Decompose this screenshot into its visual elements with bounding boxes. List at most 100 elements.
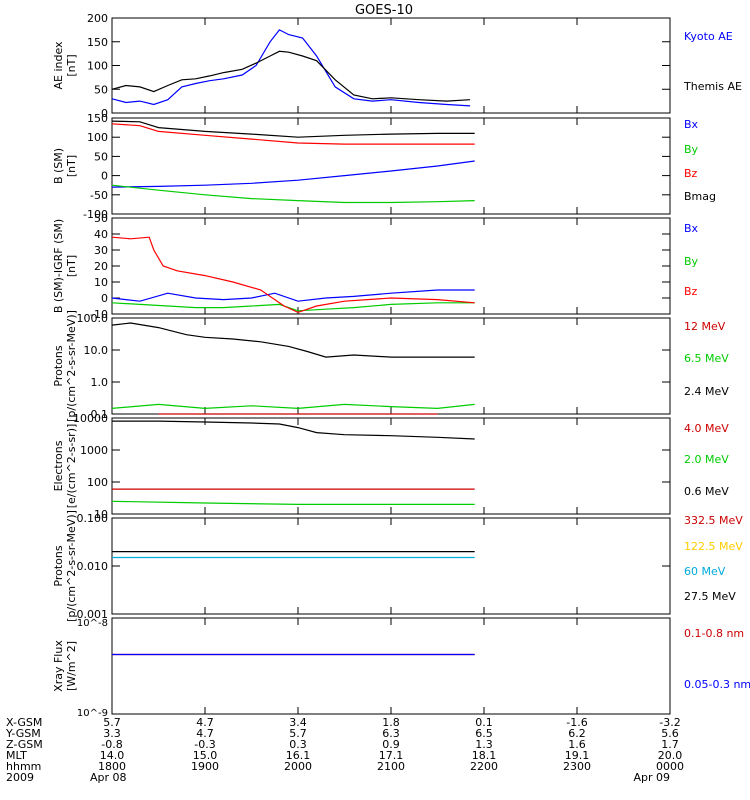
series-line-bx xyxy=(111,289,475,302)
panel-2: -100 -50 0 50 100 150 B (SM) [nT] Bx By Bz Bmag xyxy=(52,112,716,221)
ephemeris-value: 15.0 xyxy=(193,749,218,762)
ephemeris-value: Apr 08 xyxy=(90,771,127,784)
y-tick-label: 50 xyxy=(94,83,108,96)
ephemeris-value: 3.3 xyxy=(103,727,121,740)
ephemeris-value: 2100 xyxy=(377,760,405,773)
ephemeris-value: 1.7 xyxy=(661,738,679,751)
y-tick-label: 30 xyxy=(94,244,108,257)
panel-7: 10^-8 10^-9 Xray Flux [W/m^2] 0.1-0.8 nm 0.05… xyxy=(52,617,750,719)
y-axis-label: Electrons xyxy=(52,440,65,491)
y-axis-unit: [W/m^2] xyxy=(65,641,78,691)
y-axis-label: Xray Flux xyxy=(52,640,65,692)
y-axis-unit: [p/(cm^2-s-sr-MeV)] xyxy=(65,510,78,622)
y-tick-label: 0 xyxy=(101,292,108,305)
ephemeris-value: 1.6 xyxy=(568,738,586,751)
y-tick-label: 20 xyxy=(94,260,108,273)
legend-entry: 2.4 MeV xyxy=(684,385,729,398)
legend-entry: 27.5 MeV xyxy=(684,590,736,603)
y-tick-label: 10 xyxy=(94,508,108,521)
ephemeris-value: 0000 xyxy=(656,760,684,773)
legend-entry: Themis AE xyxy=(683,80,742,93)
y-axis-unit: [nT] xyxy=(65,54,78,76)
ephemeris-value: 4.7 xyxy=(196,727,214,740)
panel-frame xyxy=(111,17,671,114)
legend-entry: 332.5 MeV xyxy=(684,514,743,527)
panel-frame xyxy=(111,117,671,215)
y-axis-label: AE index xyxy=(52,41,65,90)
figure-title: GOES-10 xyxy=(355,3,413,18)
series-line-themis-ae xyxy=(111,50,471,102)
ephemeris-value: 1.8 xyxy=(382,716,400,729)
legend-entry: By xyxy=(684,143,699,156)
y-tick-label: -50 xyxy=(90,189,108,202)
y-tick-label: 0.010 xyxy=(77,560,109,573)
y-tick-label: 100.0 xyxy=(77,312,109,325)
ephemeris-value: 0.3 xyxy=(289,738,307,751)
y-axis-label: B (SM)-IGRF (SM) xyxy=(52,219,65,313)
ephemeris-value: 2300 xyxy=(563,760,591,773)
legend-entry: 122.5 MeV xyxy=(684,540,743,553)
ephemeris-value: 5.7 xyxy=(103,716,121,729)
ephemeris-row-label: 2009 xyxy=(6,771,34,784)
y-tick-label: 1000 xyxy=(80,444,108,457)
ephemeris-row-label: MLT xyxy=(6,749,27,762)
ephemeris-value: 4.7 xyxy=(196,716,214,729)
y-tick-label: 0 xyxy=(101,170,108,183)
panel-frame xyxy=(111,317,671,415)
ephemeris-value: 1.3 xyxy=(475,738,493,751)
legend-entry: 2.0 MeV xyxy=(684,453,729,466)
legend-entry: 60 MeV xyxy=(684,565,726,578)
y-axis-label: Protons xyxy=(52,345,65,386)
y-tick-label: 0 xyxy=(101,107,108,120)
legend-entry: 6.5 MeV xyxy=(684,352,729,365)
y-tick-label: 10.0 xyxy=(84,344,109,357)
legend-entry: 12 MeV xyxy=(684,320,726,333)
ephemeris-value: 2000 xyxy=(284,760,312,773)
series-line-bz xyxy=(111,236,475,314)
y-tick-label: 0.100 xyxy=(77,512,109,525)
ephemeris-value: -0.8 xyxy=(101,738,122,751)
panel-5: 10 100 1000 10000 Electrons [e/(cm^2-s-sr)] 4.… xyxy=(52,412,729,521)
ephemeris-value: 19.1 xyxy=(565,749,590,762)
y-tick-label: 10000 xyxy=(73,412,108,425)
series-line-bmag xyxy=(111,120,475,138)
panel-3: -10 0 10 20 30 40 50 B (SM)-IGRF (SM) [nT] Bx By Bz xyxy=(52,212,699,321)
ephemeris-table: X-GSM 5.7 4.7 3.4 1.8 0.1 -1.6 -3.2 Y-GSM 3.3 4.7 5… xyxy=(5,716,684,784)
y-tick-label: 0.1 xyxy=(91,408,109,421)
ephemeris-value: 0.1 xyxy=(475,716,493,729)
y-axis-unit: [nT] xyxy=(65,155,78,177)
ephemeris-row-label: X-GSM xyxy=(6,716,42,729)
y-axis-unit: [nT] xyxy=(65,255,78,277)
ephemeris-value: Apr 09 xyxy=(633,771,670,784)
ephemeris-value: -1.6 xyxy=(566,716,587,729)
ephemeris-row-label: Y-GSM xyxy=(5,727,41,740)
y-tick-label: 150 xyxy=(87,112,108,125)
y-tick-label: 10 xyxy=(94,276,108,289)
ephemeris-value: 20.0 xyxy=(658,749,683,762)
y-tick-label: 200 xyxy=(87,12,108,25)
series-line-6-5-mev xyxy=(111,403,475,410)
series-line-bz xyxy=(111,123,475,145)
panel-6: 0.001 0.010 0.100 Protons [p/(cm^2-s-sr-MeV)… xyxy=(52,510,743,622)
legend-entry: Bmag xyxy=(684,190,716,203)
y-axis-unit: [p/(cm^2-s-sr-MeV)] xyxy=(65,310,78,422)
ephemeris-value: 18.1 xyxy=(472,749,497,762)
panel-frame xyxy=(111,417,671,515)
ephemeris-value: 6.2 xyxy=(568,727,586,740)
panel-frame xyxy=(111,517,671,615)
legend-entry: Bx xyxy=(684,118,699,131)
panel-1: 0 50 100 150 200 AE index [nT] Kyoto AE Themis A… xyxy=(52,12,742,120)
ephemeris-value: 3.4 xyxy=(289,716,307,729)
legend-entry: 4.0 MeV xyxy=(684,422,729,435)
ephemeris-value: 1800 xyxy=(98,760,126,773)
series-line-0-6-mev xyxy=(112,420,475,440)
y-axis-unit: [e/(cm^2-s-sr)] xyxy=(65,424,78,509)
ephemeris-value: 2200 xyxy=(470,760,498,773)
legend-entry: 0.1-0.8 nm xyxy=(684,627,744,640)
y-tick-label: 150 xyxy=(87,36,108,49)
ephemeris-value: 6.5 xyxy=(475,727,493,740)
ephemeris-value: 14.0 xyxy=(100,749,125,762)
y-tick-label: 100 xyxy=(87,131,108,144)
panel-frame xyxy=(111,217,671,315)
